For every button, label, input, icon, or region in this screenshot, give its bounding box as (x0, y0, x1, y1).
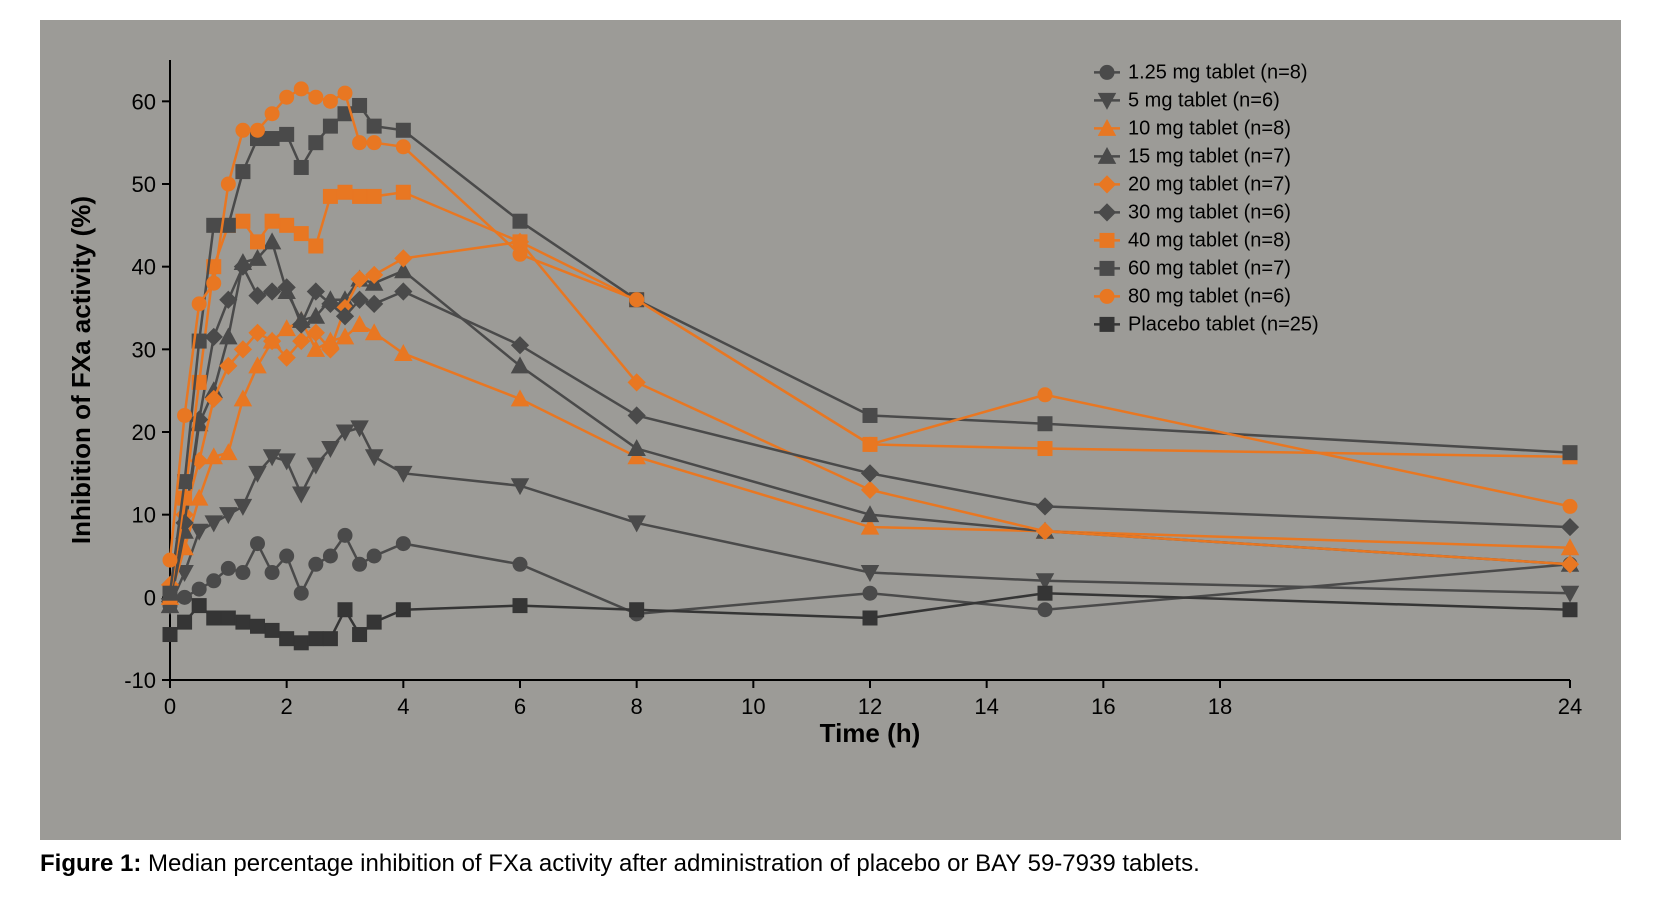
svg-text:14: 14 (974, 694, 998, 719)
svg-text:10: 10 (741, 694, 765, 719)
figure-caption-text: Median percentage inhibition of FXa acti… (148, 850, 1200, 877)
figure-caption: Figure 1: Median percentage inhibition o… (40, 850, 1621, 878)
svg-text:40: 40 (132, 255, 156, 280)
svg-text:30: 30 (132, 337, 156, 362)
svg-text:60 mg tablet (n=7): 60 mg tablet (n=7) (1128, 257, 1291, 279)
svg-text:80 mg tablet (n=6): 80 mg tablet (n=6) (1128, 285, 1291, 307)
svg-text:-10: -10 (124, 668, 156, 693)
svg-text:Placebo tablet (n=25): Placebo tablet (n=25) (1128, 313, 1319, 335)
legend: 1.25 mg tablet (n=8) 5 mg tablet (n=6) 10 … (1094, 61, 1319, 335)
svg-text:0: 0 (164, 694, 176, 719)
plot-panel: -10010203040506002468101214161824Time (h… (40, 20, 1621, 840)
svg-text:0: 0 (144, 585, 156, 610)
svg-text:18: 18 (1208, 694, 1232, 719)
chart-svg: -10010203040506002468101214161824Time (h… (160, 50, 1590, 750)
svg-text:8: 8 (631, 694, 643, 719)
figure-label: Figure 1: (40, 850, 141, 877)
svg-text:15 mg tablet (n=7): 15 mg tablet (n=7) (1128, 145, 1291, 167)
svg-text:5 mg tablet (n=6): 5 mg tablet (n=6) (1128, 89, 1280, 111)
svg-text:2: 2 (281, 694, 293, 719)
svg-text:4: 4 (397, 694, 409, 719)
svg-text:6: 6 (514, 694, 526, 719)
svg-text:10 mg tablet (n=8): 10 mg tablet (n=8) (1128, 117, 1291, 139)
svg-text:Inhibition of FXa activity (%: Inhibition of FXa activity (%) (66, 196, 96, 544)
svg-text:16: 16 (1091, 694, 1115, 719)
svg-text:20: 20 (132, 420, 156, 445)
svg-text:10: 10 (132, 503, 156, 528)
svg-text:60: 60 (132, 89, 156, 114)
svg-text:50: 50 (132, 172, 156, 197)
svg-text:30 mg tablet (n=6): 30 mg tablet (n=6) (1128, 201, 1291, 223)
svg-text:1.25 mg tablet (n=8): 1.25 mg tablet (n=8) (1128, 61, 1308, 83)
figure-container: -10010203040506002468101214161824Time (h… (0, 0, 1661, 900)
svg-text:12: 12 (858, 694, 882, 719)
svg-text:20 mg tablet (n=7): 20 mg tablet (n=7) (1128, 173, 1291, 195)
plot-area: -10010203040506002468101214161824Time (h… (160, 50, 1590, 750)
svg-text:Time (h): Time (h) (820, 718, 921, 748)
svg-text:40 mg tablet (n=8): 40 mg tablet (n=8) (1128, 229, 1291, 251)
svg-text:24: 24 (1558, 694, 1582, 719)
